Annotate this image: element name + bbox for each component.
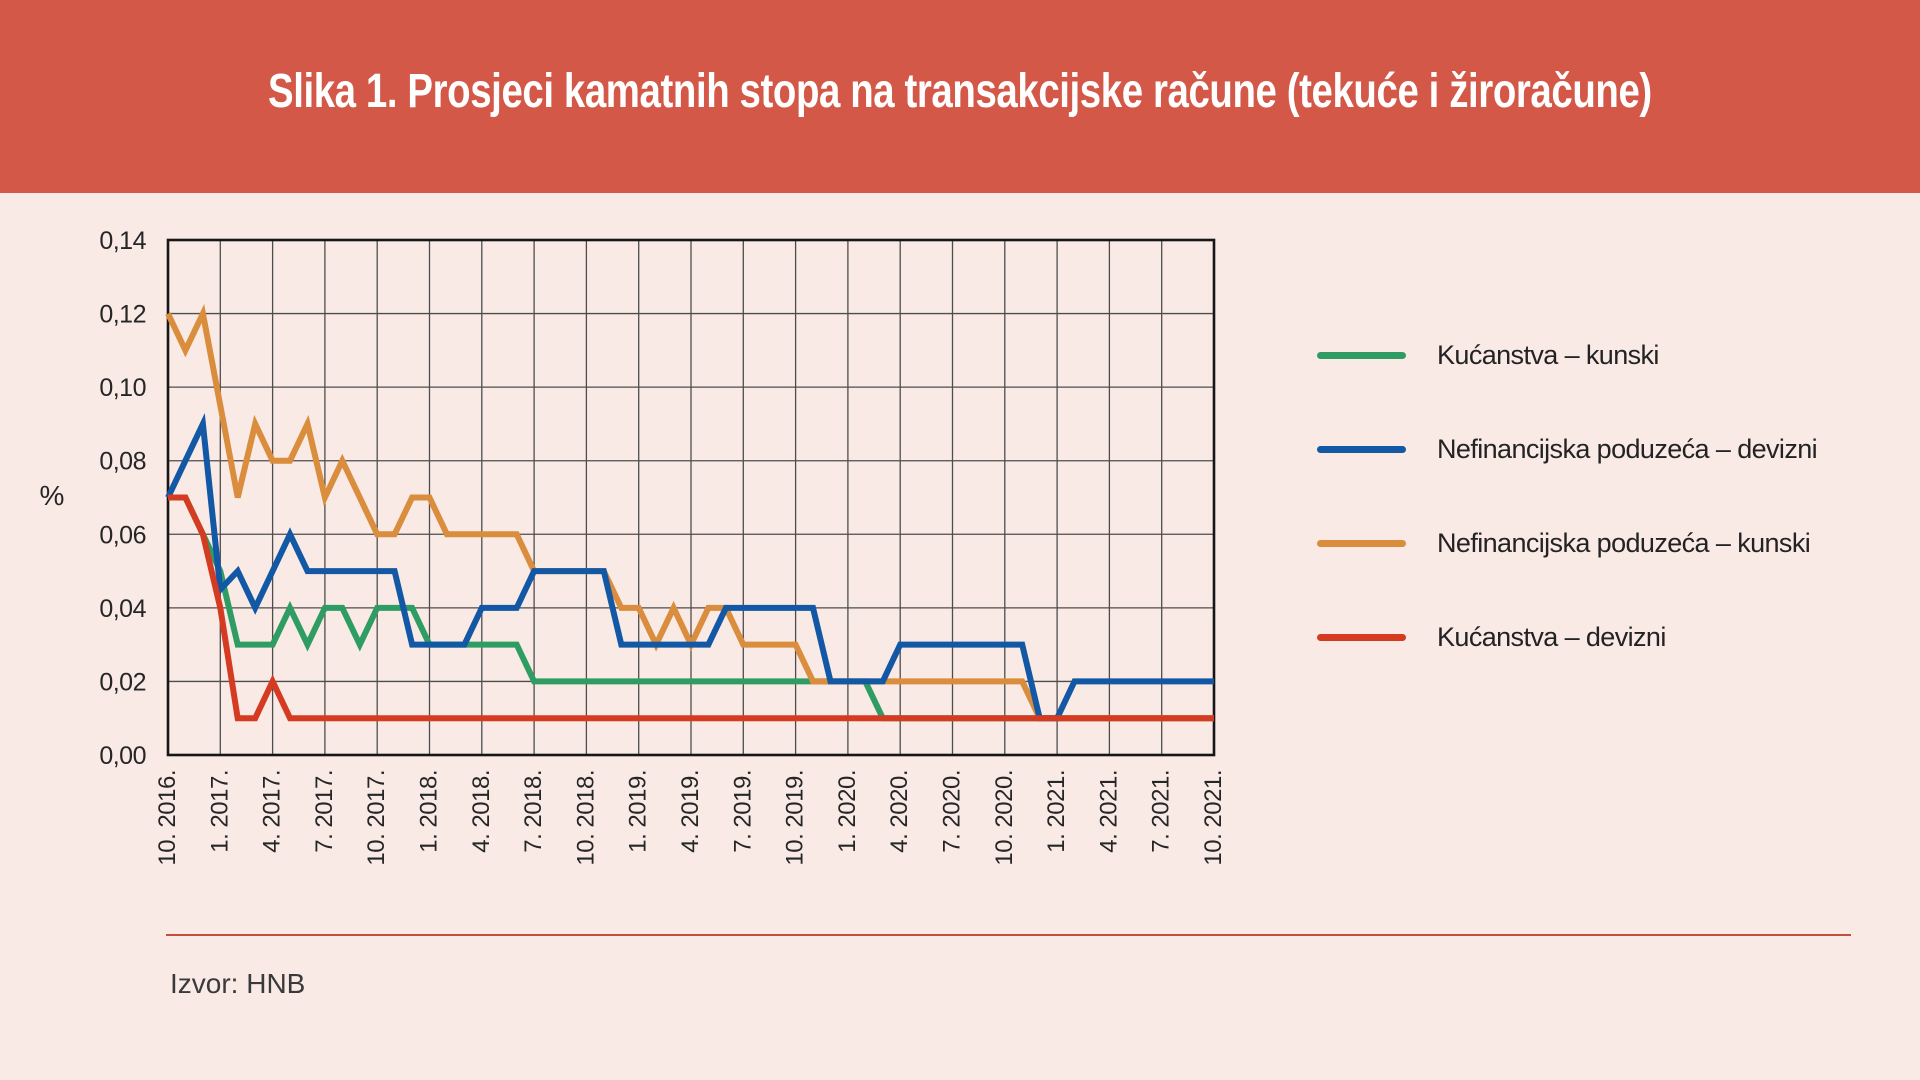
x-axis-tick-label: 10. 2016. [154,770,181,866]
y-axis-unit-label: % [40,480,65,511]
legend-swatch-orange [1317,539,1406,547]
x-axis-tick-label: 7. 2019. [729,770,756,853]
x-axis-tick-label: 1. 2017. [206,770,233,853]
legend-label: Nefinancijska poduzeća – devizni [1437,433,1818,464]
legend-swatch-green [1317,351,1406,359]
y-axis-tick-label: 0,06 [99,521,146,549]
x-axis-tick-label: 10. 2020. [991,770,1018,866]
y-axis-tick-label: 0,08 [99,448,146,476]
series-line-3 [168,494,1214,722]
x-axis-tick-label: 1. 2021. [1043,770,1070,853]
y-axis-tick-label: 0,00 [99,742,146,770]
y-axis-tick-label: 0,14 [99,227,146,255]
x-axis-tick-label: 10. 2021. [1200,770,1227,866]
y-axis-tick-label: 0,02 [99,668,146,696]
x-axis-tick-label: 4. 2020. [886,770,913,853]
y-axis-tick-label: 0,04 [99,595,146,623]
page-title-wrap: Slika 1. Prosjeci kamatnih stopa na tran… [0,66,1920,118]
legend-label: Kućanstva – devizni [1437,621,1666,652]
separator-rule [166,934,1851,936]
y-axis-tick-label: 0,10 [99,374,146,402]
x-axis-tick-label: 7. 2021. [1148,770,1175,853]
legend-item-nefinancijska-devizni: Nefinancijska poduzeća – devizni [1317,433,1818,464]
x-axis-tick-label: 1. 2019. [625,770,652,853]
title-bar: Slika 1. Prosjeci kamatnih stopa na tran… [0,0,1920,193]
legend-label: Nefinancijska poduzeća – kunski [1437,527,1811,558]
source-note: Izvor: HNB [170,968,306,999]
legend-swatch-red [1317,633,1406,641]
legend-item-kucanstva-kunski: Kućanstva – kunski [1317,339,1659,370]
x-axis-tick-label: 4. 2021. [1095,770,1122,853]
y-axis-tick-label: 0,12 [99,301,146,329]
x-axis-tick-label: 10. 2018. [572,770,599,866]
legend-swatch-blue [1317,445,1406,453]
x-axis-tick-label: 10. 2019. [782,770,809,866]
page-title: Slika 1. Prosjeci kamatnih stopa na tran… [268,65,1652,118]
x-axis-tick-label: 7. 2018. [520,770,547,853]
x-axis-tick-label: 4. 2019. [677,770,704,853]
legend-item-nefinancijska-kunski: Nefinancijska poduzeća – kunski [1317,527,1811,558]
x-axis-tick-label: 7. 2020. [939,770,966,853]
x-axis-tick-label: 10. 2017. [363,770,390,866]
x-axis-tick-label: 4. 2017. [259,770,286,853]
legend-item-kucanstva-devizni: Kućanstva – devizni [1317,621,1666,652]
x-axis-tick-label: 1. 2018. [416,770,443,853]
x-axis-tick-label: 1. 2020. [834,770,861,853]
legend-label: Kućanstva – kunski [1437,339,1659,370]
x-axis-tick-label: 4. 2018. [468,770,495,853]
x-axis-tick-label: 7. 2017. [311,770,338,853]
